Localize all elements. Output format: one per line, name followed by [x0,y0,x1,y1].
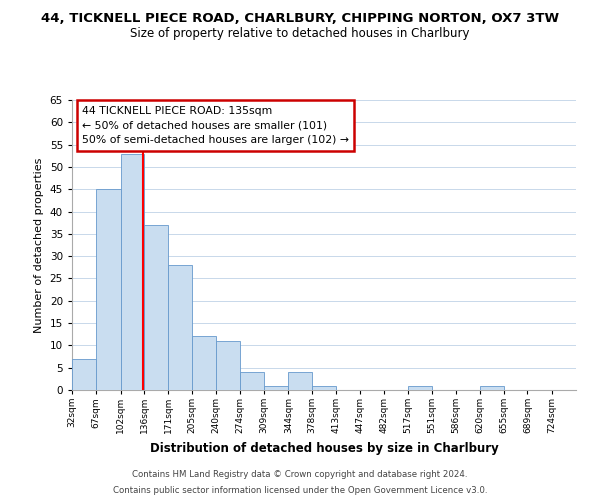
Text: Contains public sector information licensed under the Open Government Licence v3: Contains public sector information licen… [113,486,487,495]
Bar [216,341,240,390]
Text: Contains HM Land Registry data © Crown copyright and database right 2024.: Contains HM Land Registry data © Crown c… [132,470,468,479]
Bar [72,359,96,390]
Bar [312,386,336,390]
Text: Size of property relative to detached houses in Charlbury: Size of property relative to detached ho… [130,28,470,40]
Text: 44, TICKNELL PIECE ROAD, CHARLBURY, CHIPPING NORTON, OX7 3TW: 44, TICKNELL PIECE ROAD, CHARLBURY, CHIP… [41,12,559,26]
Y-axis label: Number of detached properties: Number of detached properties [34,158,44,332]
Bar [240,372,264,390]
Bar [96,189,121,390]
Bar [144,225,169,390]
Bar [408,386,432,390]
Bar [288,372,312,390]
Bar [479,386,504,390]
Bar [169,265,192,390]
Text: 44 TICKNELL PIECE ROAD: 135sqm
← 50% of detached houses are smaller (101)
50% of: 44 TICKNELL PIECE ROAD: 135sqm ← 50% of … [82,106,349,146]
Bar [121,154,144,390]
Bar [264,386,288,390]
Bar [192,336,216,390]
X-axis label: Distribution of detached houses by size in Charlbury: Distribution of detached houses by size … [149,442,499,454]
